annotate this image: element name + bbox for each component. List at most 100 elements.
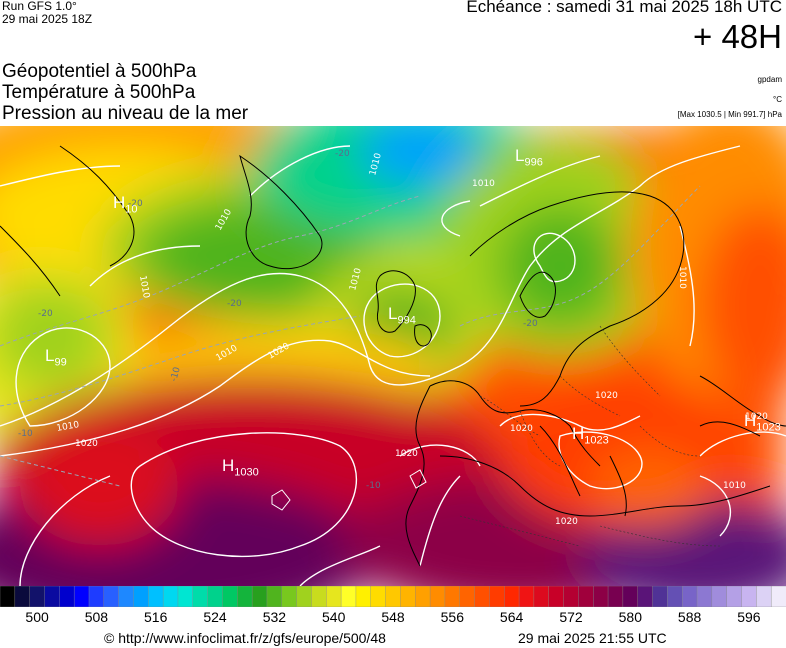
isotherm-label: -20: [227, 299, 242, 309]
isotherm-label: -10: [18, 429, 33, 439]
color-scale-label: 556: [440, 609, 464, 625]
map-canvas: 1010 1010 1010 1010 1010 1010 1010 1020 …: [0, 126, 786, 586]
color-swatch: [756, 586, 772, 607]
forecast-time: Echéance : samedi 31 mai 2025 18h UTC: [466, 0, 782, 16]
color-scale-label: 572: [559, 609, 583, 625]
isobar-label: 1020: [745, 412, 768, 422]
isotherm-label: -20: [128, 199, 143, 209]
color-scale-label: 532: [262, 609, 287, 625]
color-swatch: [444, 586, 461, 607]
isotherm-labels: -20 -20 -20 -20 -20 -10 -10 -10: [18, 149, 538, 491]
markers: [271, 469, 427, 511]
color-swatch: [459, 586, 476, 607]
color-swatch: [118, 586, 134, 607]
color-swatch: [148, 586, 164, 607]
color-swatch: [637, 586, 654, 607]
color-swatch: [533, 586, 550, 607]
color-swatch: [726, 586, 743, 607]
isotherm-label: -20: [335, 149, 350, 159]
color-swatch: [103, 586, 120, 607]
color-swatch: [696, 586, 713, 607]
color-scale-bar: [0, 586, 786, 607]
color-scale-label: 548: [381, 609, 405, 625]
color-swatch: [88, 586, 105, 607]
color-swatch: [400, 586, 416, 607]
high-pressure-center: H1023: [744, 411, 781, 434]
color-swatch: [29, 586, 45, 607]
low-pressure-center: L996: [515, 146, 543, 169]
pressure-range: [Max 1030.5 | Min 991.7] hPa: [677, 110, 782, 119]
color-swatch: [73, 586, 90, 607]
isobar-label: 1010: [56, 420, 81, 434]
color-swatch: [607, 586, 624, 607]
color-swatch: [563, 586, 579, 607]
title-pressure: Pression au niveau de la mer: [2, 103, 249, 124]
color-swatch: [622, 586, 639, 607]
color-swatch: [192, 586, 209, 607]
color-swatch: [266, 586, 283, 607]
isobar-label: 1010: [137, 275, 151, 300]
color-scale-label: 588: [677, 609, 702, 625]
unit-celsius: °C: [773, 95, 782, 104]
color-scale-label: 580: [618, 609, 642, 625]
color-swatch: [667, 586, 683, 607]
isobar-label: 1010: [472, 179, 495, 189]
color-swatch: [281, 586, 298, 607]
color-swatch: [518, 586, 535, 607]
isotherm-label: -20: [523, 319, 538, 329]
isobar-label: 1020: [510, 424, 533, 434]
unit-gpdam: gpdam: [757, 75, 782, 84]
color-swatch: [177, 586, 194, 607]
color-swatch: [222, 586, 238, 607]
color-swatch: [474, 586, 490, 607]
color-swatch: [504, 586, 520, 607]
generation-timestamp: 29 mai 2025 21:55 UTC: [518, 630, 667, 646]
isobars: [0, 145, 786, 586]
isotherm-label: -10: [366, 481, 381, 491]
isotherm-label: -20: [38, 309, 53, 319]
color-swatch: [251, 586, 268, 607]
color-swatch: [133, 586, 149, 607]
color-swatch: [355, 586, 372, 607]
color-swatch: [770, 586, 786, 607]
color-scale-labels: 5005085165245325405485565645725805885966…: [0, 609, 786, 627]
isotherms: [0, 185, 701, 487]
color-swatch: [370, 586, 387, 607]
isobar-label: 1020: [75, 439, 98, 449]
color-scale-label: 524: [203, 609, 227, 625]
color-swatch: [296, 586, 312, 607]
color-swatch: [652, 586, 668, 607]
weather-map[interactable]: 1010 1010 1010 1010 1010 1010 1010 1020 …: [0, 126, 786, 586]
source-credit: © http://www.infoclimat.fr/z/gfs/europe/…: [104, 630, 386, 646]
run-date: 29 mai 2025 18Z: [2, 12, 93, 26]
color-swatch: [340, 586, 357, 607]
color-scale-label: 508: [84, 609, 109, 625]
color-swatch: [385, 586, 401, 607]
color-swatch: [711, 586, 728, 607]
isobar-label: 1020: [555, 517, 578, 527]
low-pressure-center: L994: [388, 304, 416, 327]
high-pressure-center: H10: [113, 193, 138, 216]
coastlines: [0, 145, 786, 567]
color-swatch: [548, 586, 565, 607]
color-swatch: [311, 586, 327, 607]
high-pressure-center: H1023: [572, 424, 609, 447]
high-pressure-center: H1030: [222, 456, 259, 479]
isobar-label: 1010: [677, 266, 687, 289]
color-scale-label: 596: [737, 609, 761, 625]
borders: [459, 325, 721, 547]
color-swatch: [489, 586, 505, 607]
isobar-label: 1010: [723, 481, 746, 491]
isobar-label: 1020: [395, 449, 418, 459]
color-swatch: [578, 586, 594, 607]
color-scale-label: 540: [322, 609, 346, 625]
color-swatch: [14, 586, 31, 607]
color-swatch: [0, 586, 16, 607]
color-scale-label: 516: [144, 609, 168, 625]
color-swatch: [44, 586, 60, 607]
title-temperature: Température à 500hPa: [2, 82, 196, 103]
color-swatch: [162, 586, 179, 607]
color-swatch: [326, 586, 342, 607]
color-swatch: [237, 586, 253, 607]
title-geopotential: Géopotentiel à 500hPa: [2, 61, 197, 82]
